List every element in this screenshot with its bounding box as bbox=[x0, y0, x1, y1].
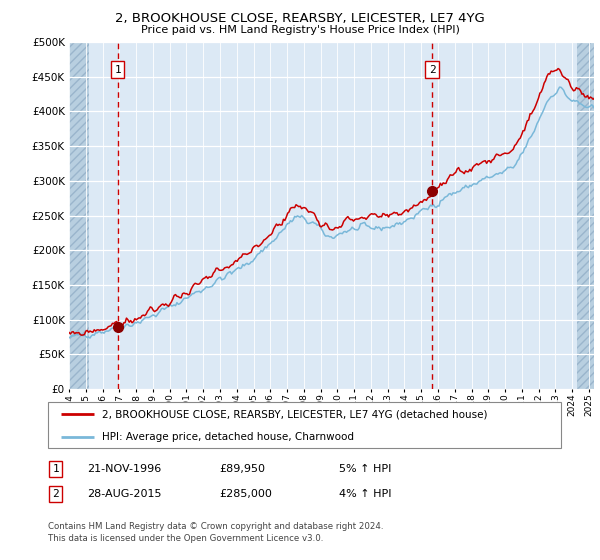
Text: 2, BROOKHOUSE CLOSE, REARSBY, LEICESTER, LE7 4YG: 2, BROOKHOUSE CLOSE, REARSBY, LEICESTER,… bbox=[115, 12, 485, 25]
Text: 28-AUG-2015: 28-AUG-2015 bbox=[87, 489, 161, 499]
Text: 21-NOV-1996: 21-NOV-1996 bbox=[87, 464, 161, 474]
Text: Contains HM Land Registry data © Crown copyright and database right 2024.
This d: Contains HM Land Registry data © Crown c… bbox=[48, 522, 383, 543]
Text: 2: 2 bbox=[429, 65, 436, 75]
Text: 1: 1 bbox=[52, 464, 59, 474]
Text: Price paid vs. HM Land Registry's House Price Index (HPI): Price paid vs. HM Land Registry's House … bbox=[140, 25, 460, 35]
Text: 2, BROOKHOUSE CLOSE, REARSBY, LEICESTER, LE7 4YG (detached house): 2, BROOKHOUSE CLOSE, REARSBY, LEICESTER,… bbox=[102, 409, 487, 419]
Text: HPI: Average price, detached house, Charnwood: HPI: Average price, detached house, Char… bbox=[102, 432, 354, 441]
Text: 1: 1 bbox=[114, 65, 121, 75]
Bar bbox=[69, 42, 89, 389]
Text: 4% ↑ HPI: 4% ↑ HPI bbox=[339, 489, 391, 499]
Text: 5% ↑ HPI: 5% ↑ HPI bbox=[339, 464, 391, 474]
Text: 2: 2 bbox=[52, 489, 59, 499]
FancyBboxPatch shape bbox=[48, 402, 561, 448]
Bar bbox=[577, 42, 594, 389]
Text: £89,950: £89,950 bbox=[219, 464, 265, 474]
Text: £285,000: £285,000 bbox=[219, 489, 272, 499]
